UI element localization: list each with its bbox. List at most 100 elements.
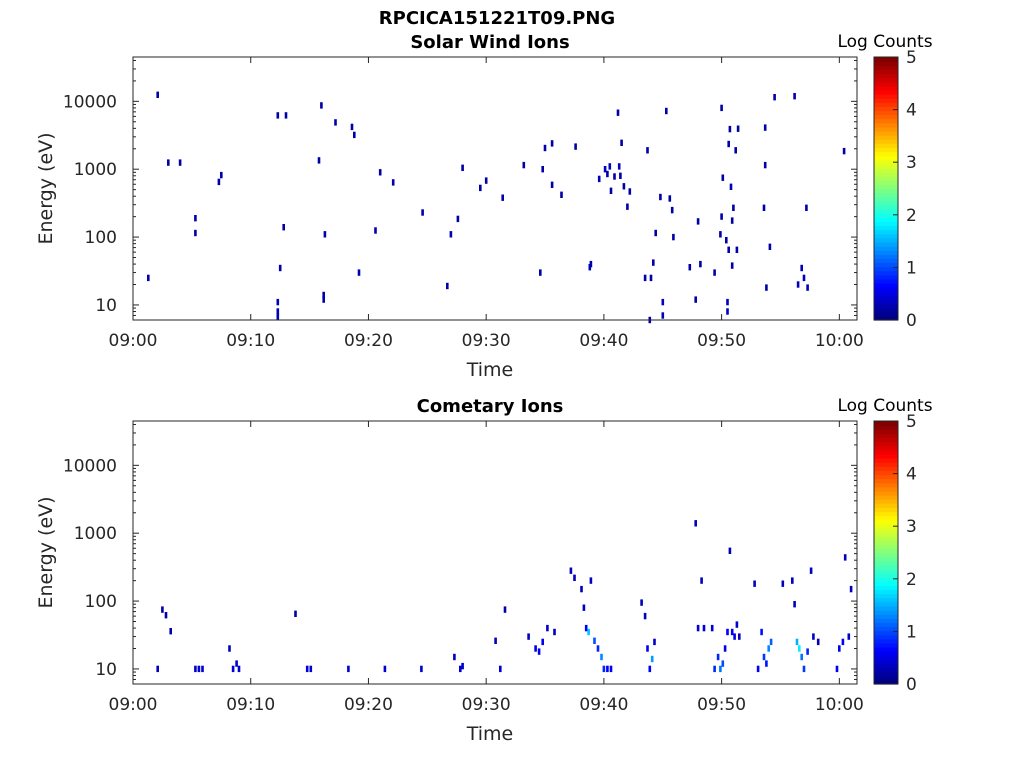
panel-title: Solar Wind Ions [410, 32, 569, 53]
data-cell [843, 554, 847, 561]
data-cell [550, 181, 554, 188]
colorbar-frame [873, 420, 899, 685]
data-cell [702, 624, 706, 632]
data-cell [765, 660, 768, 667]
colorbar-swatch [874, 200, 898, 206]
colorbar-swatch [874, 176, 898, 181]
y-tick-label: 10000 [63, 456, 117, 476]
data-cell [694, 296, 697, 303]
data-cell [461, 164, 464, 171]
data-cell [617, 163, 621, 170]
data-cell [459, 665, 462, 673]
data-cell [350, 123, 354, 131]
colorbar-swatch [874, 229, 898, 235]
data-cell [522, 161, 526, 169]
colorbar-swatch [874, 597, 898, 603]
data-cell [619, 172, 622, 179]
colorbar-swatch [874, 315, 898, 321]
data-cell [613, 173, 616, 180]
colorbar-swatch [874, 155, 898, 161]
data-cell [600, 653, 603, 661]
colorbar-swatch [874, 679, 898, 685]
data-cell [735, 246, 739, 253]
colorbar-swatch [874, 462, 898, 467]
data-cell [284, 112, 288, 119]
colorbar-swatch [874, 449, 898, 455]
data-cell [716, 653, 720, 661]
y-tick-label: 10000 [63, 92, 117, 112]
data-cell [217, 178, 221, 186]
data-cell [461, 662, 464, 670]
data-cell [164, 612, 168, 619]
colorbar-swatch [874, 564, 898, 570]
data-cell [696, 624, 700, 632]
data-cell [201, 665, 204, 673]
data-cell [700, 577, 703, 584]
colorbar-swatch [874, 614, 898, 619]
colorbar-swatch [874, 499, 898, 504]
data-cell [800, 653, 803, 661]
panel-2: Cometary Ions 09:00 09:10 09:20 09:30 09:40 09… [35, 396, 933, 745]
data-cell [719, 665, 722, 673]
colorbar-swatch [874, 233, 898, 239]
colorbar-swatch [874, 437, 898, 443]
colorbar-swatch [874, 196, 898, 202]
x-tick-label: 09:00 [109, 695, 158, 715]
colorbar-swatch [874, 204, 898, 210]
colorbar-swatch [874, 494, 898, 500]
data-cell [589, 577, 593, 584]
colorbar-swatch [874, 585, 898, 591]
colorbar-swatch [874, 507, 898, 513]
data-cell [688, 264, 692, 271]
data-cell [479, 184, 482, 192]
colorbar-label: Log Counts [837, 396, 932, 416]
colorbar-swatch [874, 266, 898, 272]
data-cell [643, 274, 647, 282]
colorbar-swatch [874, 270, 898, 276]
data-cell [733, 633, 736, 640]
colorbar-swatch [874, 192, 898, 198]
data-cell [597, 175, 601, 183]
data-cell [446, 282, 449, 290]
data-cell [763, 161, 767, 169]
data-cell [334, 119, 337, 126]
data-cell [661, 312, 665, 319]
data-cell [378, 169, 382, 176]
colorbar-swatch [874, 421, 898, 426]
colorbar-tick-label: 4 [906, 101, 917, 121]
data-cell [806, 648, 809, 655]
data-cell [626, 203, 629, 210]
colorbar-swatch [874, 445, 898, 451]
colorbar-swatch [874, 262, 898, 268]
colorbar-swatch [874, 540, 898, 545]
colorbar-swatch [874, 544, 898, 549]
data-cell [736, 125, 740, 132]
colorbar-swatch [874, 122, 898, 128]
data-cell [721, 660, 725, 667]
x-tick-label: 09:30 [462, 331, 511, 351]
plot-area [133, 57, 857, 320]
data-cell [574, 143, 577, 150]
data-cell [178, 159, 182, 166]
colorbar-swatch [874, 470, 898, 476]
colorbar-tick-label: 5 [906, 412, 917, 432]
colorbar-swatch [874, 626, 898, 632]
data-cell [730, 217, 734, 224]
data-cell [713, 665, 716, 673]
data-cell [643, 612, 647, 620]
data-cell [456, 215, 460, 223]
data-cell [276, 313, 280, 320]
colorbar-swatch [874, 89, 898, 95]
data-cell [800, 264, 803, 272]
data-cell [798, 645, 801, 652]
data-cell [796, 281, 800, 288]
colorbar-swatch [874, 486, 898, 492]
colorbar-swatch [874, 250, 898, 255]
x-axis-label: Time [466, 359, 514, 381]
colorbar-swatch [874, 295, 898, 301]
y-axis-label: Energy (eV) [35, 496, 57, 608]
data-cell [795, 638, 799, 646]
colorbar-swatch [874, 605, 898, 611]
data-cell [484, 177, 488, 184]
